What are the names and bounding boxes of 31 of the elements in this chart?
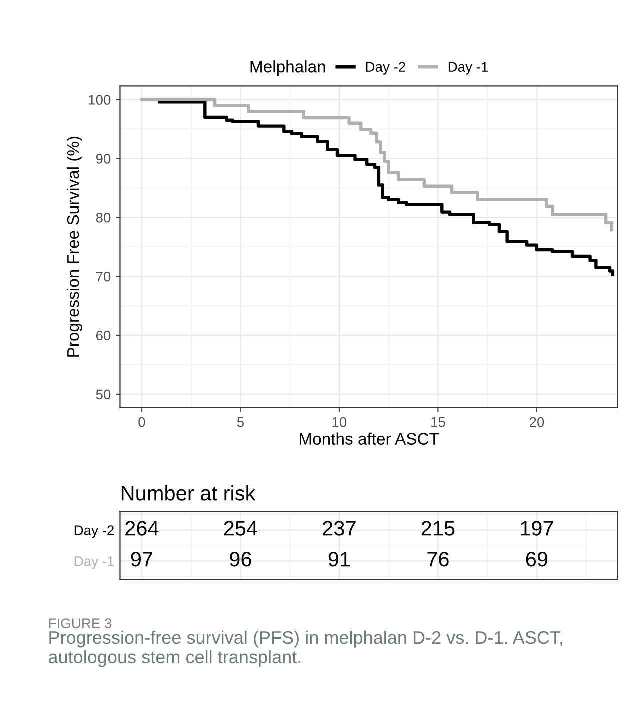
y-tick-label: Day -1 (74, 556, 114, 570)
legend-label: Day -2 (366, 62, 406, 75)
y-tick-label: Day -2 (74, 526, 114, 538)
y-tick-label: 90 (96, 154, 111, 164)
x-tick-label: 20 (530, 417, 544, 428)
data-label: 237 (323, 521, 356, 536)
legend-label: Day -1 (448, 62, 488, 75)
x-tick-label: 5 (237, 418, 244, 428)
x-tick-label: 10 (332, 417, 347, 428)
caption: FIGURE 3 (49, 618, 112, 628)
data-label: 197 (521, 521, 554, 536)
data-label: 254 (224, 521, 258, 536)
data-label: 76 (428, 552, 449, 567)
data-label: 96 (230, 552, 252, 567)
chart-title: Number at risk (122, 486, 256, 501)
data-label: 69 (526, 552, 548, 567)
data-label: 264 (126, 521, 159, 536)
y-tick-label: 50 (96, 390, 111, 400)
y-tick-label: 70 (96, 272, 111, 282)
data-label: 91 (328, 552, 350, 567)
x-tick-label: 0 (138, 417, 146, 428)
text: Progression-free survival (PFS) in melphalan D-2 vs. D-1. ASCT, autologous stem cell transplant. (48, 630, 562, 668)
legend-title: Melphalan (250, 60, 326, 76)
x-axis-title: Months after ASCT (300, 432, 440, 445)
y-tick-label: 100 (89, 95, 111, 105)
y-axis-title: Progression Free Survival (%) (66, 136, 82, 357)
x-tick-label: 15 (432, 418, 446, 428)
data-label: 215 (422, 521, 455, 536)
y-tick-label: 80 (96, 212, 111, 223)
y-tick-label: 60 (96, 330, 111, 341)
data-label: 97 (131, 552, 153, 567)
